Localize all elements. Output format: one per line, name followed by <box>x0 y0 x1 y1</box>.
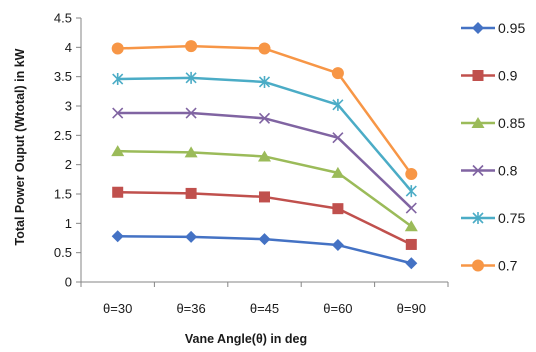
x-axis-ticks: θ=30 θ=36 θ=45 θ=60 θ=90 <box>80 282 449 316</box>
x-tick-label: θ=36 <box>176 301 205 316</box>
legend-entry: 0.75 <box>461 210 525 226</box>
data-point <box>405 168 418 181</box>
y-tick-label: 1.5 <box>54 187 72 202</box>
data-point <box>258 233 271 246</box>
y-axis-ticks: 0 0.5 1 1.5 2 2.5 3 3.5 4 4.5 <box>54 11 81 290</box>
y-tick-label: 4 <box>65 40 72 55</box>
legend-label: 0.85 <box>498 115 525 131</box>
data-point <box>258 75 271 88</box>
data-point <box>258 150 271 162</box>
data-point <box>185 71 197 84</box>
data-point <box>332 132 344 144</box>
legend-marker <box>472 70 484 81</box>
legend-marker <box>472 22 484 34</box>
data-point <box>185 230 198 243</box>
data-point <box>112 186 124 198</box>
x-tick-label: θ=45 <box>250 301 279 316</box>
y-tick-label: 3 <box>65 99 72 114</box>
legend-label: 0.8 <box>498 163 518 179</box>
data-point <box>331 166 345 178</box>
y-tick-label: 4.5 <box>54 11 72 26</box>
legend-label: 0.95 <box>498 20 525 36</box>
legend-entry: 0.8 <box>461 163 518 179</box>
series-0.95 <box>111 230 418 270</box>
data-point <box>258 42 271 55</box>
data-point <box>112 107 124 119</box>
legend-marker <box>471 117 485 128</box>
data-point <box>331 67 344 80</box>
legend-marker <box>472 164 484 177</box>
data-point <box>405 238 417 250</box>
data-point <box>111 230 124 243</box>
series-0.7 <box>111 40 418 181</box>
data-point <box>259 191 270 203</box>
x-tick-label: θ=60 <box>323 301 352 316</box>
data-point <box>112 73 124 86</box>
series-line <box>117 149 413 228</box>
y-tick-label: 0.5 <box>54 245 72 260</box>
y-axis-title: Total Power Ouput (Wtotal) in kW <box>13 48 27 245</box>
legend: 0.95 0.9 0.85 0.8 0.75 0.7 <box>461 20 525 274</box>
series-0.85 <box>111 145 418 232</box>
legend-label: 0.7 <box>498 258 518 274</box>
data-point <box>111 145 125 157</box>
data-point <box>184 146 198 158</box>
data-point <box>185 187 197 199</box>
data-point <box>405 185 417 198</box>
legend-entry: 0.7 <box>461 258 518 274</box>
y-tick-label: 2.5 <box>54 128 72 143</box>
legend-label: 0.9 <box>498 68 518 84</box>
legend-entry: 0.95 <box>461 20 525 36</box>
y-tick-label: 1 <box>65 216 72 231</box>
legend-entry: 0.85 <box>461 115 525 131</box>
series-line <box>117 76 413 192</box>
x-tick-label: θ=90 <box>397 301 426 316</box>
x-tick-label: θ=30 <box>103 301 132 316</box>
y-tick-label: 3.5 <box>54 69 72 84</box>
series-0.8 <box>112 107 417 214</box>
legend-marker <box>472 259 484 272</box>
data-point <box>332 98 344 111</box>
series-0.75 <box>112 71 417 198</box>
data-point <box>185 107 197 119</box>
data-point <box>331 239 344 252</box>
series-0.9 <box>112 186 417 250</box>
legend-entry: 0.9 <box>461 68 518 84</box>
legend-marker <box>472 212 484 224</box>
data-point <box>185 40 198 53</box>
data-point <box>404 220 418 232</box>
data-point <box>332 203 344 215</box>
data-point <box>258 112 271 124</box>
legend-label: 0.75 <box>498 210 525 226</box>
data-point <box>405 202 417 214</box>
series-layer <box>111 40 418 270</box>
data-point <box>111 42 124 55</box>
data-point <box>405 257 418 270</box>
y-tick-label: 0 <box>65 275 72 290</box>
x-axis-title: Vane Angle(θ) in deg <box>185 332 307 346</box>
y-tick-label: 2 <box>65 157 72 172</box>
